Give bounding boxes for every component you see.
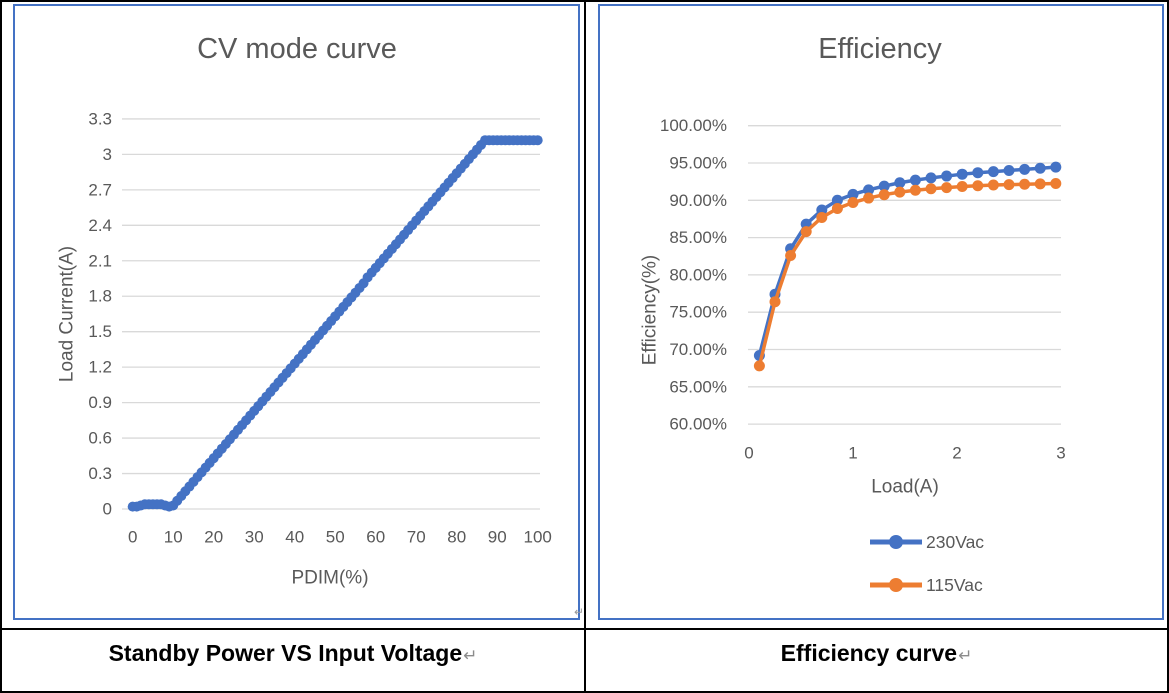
data-point-230Vac [1003,164,1015,176]
data-point-230Vac [878,180,890,192]
left-caption: Standby Power VS Input Voltage↵ [2,628,584,691]
data-point-115Vac [972,180,984,192]
x-tick-label: 3 [1056,444,1065,463]
data-point-115Vac [831,203,843,215]
data-point-115Vac [800,226,812,238]
x-axis-title: PDIM(%) [291,568,368,589]
y-axis-title: Load Current(A) [57,246,78,382]
y-tick-label: 0.6 [88,429,112,448]
y-tick-label: 3 [103,145,112,164]
data-point-Load Current [532,135,543,146]
x-tick-label: 10 [164,528,183,547]
right-caption: Efficiency curve↵ [586,628,1167,691]
data-point-115Vac [1019,178,1031,190]
data-point-115Vac [1003,179,1015,191]
right-caption-text: Efficiency curve [780,640,958,666]
data-point-115Vac [863,192,875,204]
data-point-115Vac [785,250,797,262]
x-tick-label: 30 [245,528,264,547]
x-tick-label: 60 [366,528,385,547]
cv-mode-chart-box: 3.3 3 2.7 2.4 2.1 1.8 1.5 1.2 0.9 0.6 0.3 0 0 10 20 30 4… [13,4,580,620]
data-point-230Vac [1019,163,1031,175]
y-tick-label: 85.00% [669,228,727,247]
y-tick-label: 1.5 [88,322,112,341]
x-tick-label: 20 [204,528,223,547]
x-tick-label: 2 [952,444,961,463]
data-point-115Vac [987,179,999,191]
left-table-cell: 3.3 3 2.7 2.4 2.1 1.8 1.5 1.2 0.9 0.6 0.3 0 0 10 20 30 4… [2,2,586,691]
y-tick-label: 100.00% [660,116,727,135]
data-point-230Vac [863,184,875,196]
x-tick-label: 90 [488,528,507,547]
x-tick-label: 100 [524,528,552,547]
y-tick-label: 65.00% [669,377,727,396]
y-tick-label: 75.00% [669,303,727,322]
data-point-115Vac [894,186,906,198]
data-point-115Vac [878,189,890,201]
data-point-115Vac [956,180,968,192]
data-point-230Vac [941,170,953,182]
legend-label-115Vac: 115Vac [926,575,983,595]
legend-swatch-marker-115Vac [889,578,903,592]
y-tick-label: 80.00% [669,265,727,284]
data-point-230Vac [987,166,999,178]
x-tick-label: 70 [407,528,426,547]
y-tick-label: 1.8 [88,287,112,306]
chart-title: CV mode curve [197,33,397,65]
y-tick-label: 2.7 [88,180,112,199]
data-point-230Vac [909,174,921,186]
data-point-115Vac [925,183,937,195]
y-axis-title: Efficiency(%) [640,255,661,366]
y-tick-label: 1.2 [88,358,112,377]
data-point-230Vac [956,168,968,180]
efficiency-chart-svg: 100.00% 95.00% 90.00% 85.00% 80.00% 75.00% 70.… [640,33,1066,595]
y-tick-label: 3.3 [88,109,112,128]
y-tick-label: 0 [103,500,112,519]
cv-mode-chart-svg: 3.3 3 2.7 2.4 2.1 1.8 1.5 1.2 0.9 0.6 0.3 00 10 20 30 4… [57,33,552,589]
data-point-230Vac [847,188,859,200]
data-point-230Vac [831,194,843,206]
cv-mode-chart-area: 3.3 3 2.7 2.4 2.1 1.8 1.5 1.2 0.9 0.6 0.3 0 0 10 20 30 4… [2,2,584,628]
x-tick-label: 50 [326,528,345,547]
data-point-115Vac [816,211,828,223]
y-tick-label: 2.4 [88,216,112,235]
x-tick-label: 0 [128,528,137,547]
y-tick-label: 95.00% [669,154,727,173]
x-tick-label: 1 [848,444,857,463]
legend-swatch-marker-230Vac [889,535,903,549]
data-point-115Vac [1050,178,1062,190]
data-point-115Vac [909,184,921,196]
y-tick-label: 2.1 [88,251,112,270]
data-point-115Vac [847,197,859,209]
x-axis-title: Load(A) [871,477,939,498]
y-tick-label: 70.00% [669,340,727,359]
data-point-115Vac [769,296,781,308]
efficiency-chart-box: 100.00% 95.00% 90.00% 85.00% 80.00% 75.00% 70.… [598,4,1164,620]
efficiency-chart-area: 100.00% 95.00% 90.00% 85.00% 80.00% 75.00% 70.… [586,2,1167,628]
x-tick-label: 0 [744,444,753,463]
y-tick-label: 90.00% [669,191,727,210]
x-tick-label: 40 [285,528,304,547]
return-mark: ↵ [573,605,584,619]
data-point-230Vac [894,177,906,189]
data-point-115Vac [941,182,953,194]
x-tick-label: 80 [447,528,466,547]
data-point-230Vac [925,172,937,184]
y-tick-label: 60.00% [669,415,727,434]
chart-title: Efficiency [818,33,942,65]
right-table-cell: 100.00% 95.00% 90.00% 85.00% 80.00% 75.00% 70.… [586,2,1167,691]
series-line-230Vac [757,165,1058,358]
left-caption-text: Standby Power VS Input Voltage [108,640,463,666]
y-tick-label: 0.9 [88,393,112,412]
return-mark: ↵ [463,646,478,665]
data-point-230Vac [972,167,984,179]
return-mark: ↵ [958,646,973,665]
data-point-230Vac [1034,162,1046,174]
y-tick-label: 0.3 [88,464,112,483]
data-point-230Vac [1050,161,1062,173]
data-point-115Vac [1034,178,1046,190]
legend-label-230Vac: 230Vac [926,532,984,552]
data-point-115Vac [753,360,765,372]
